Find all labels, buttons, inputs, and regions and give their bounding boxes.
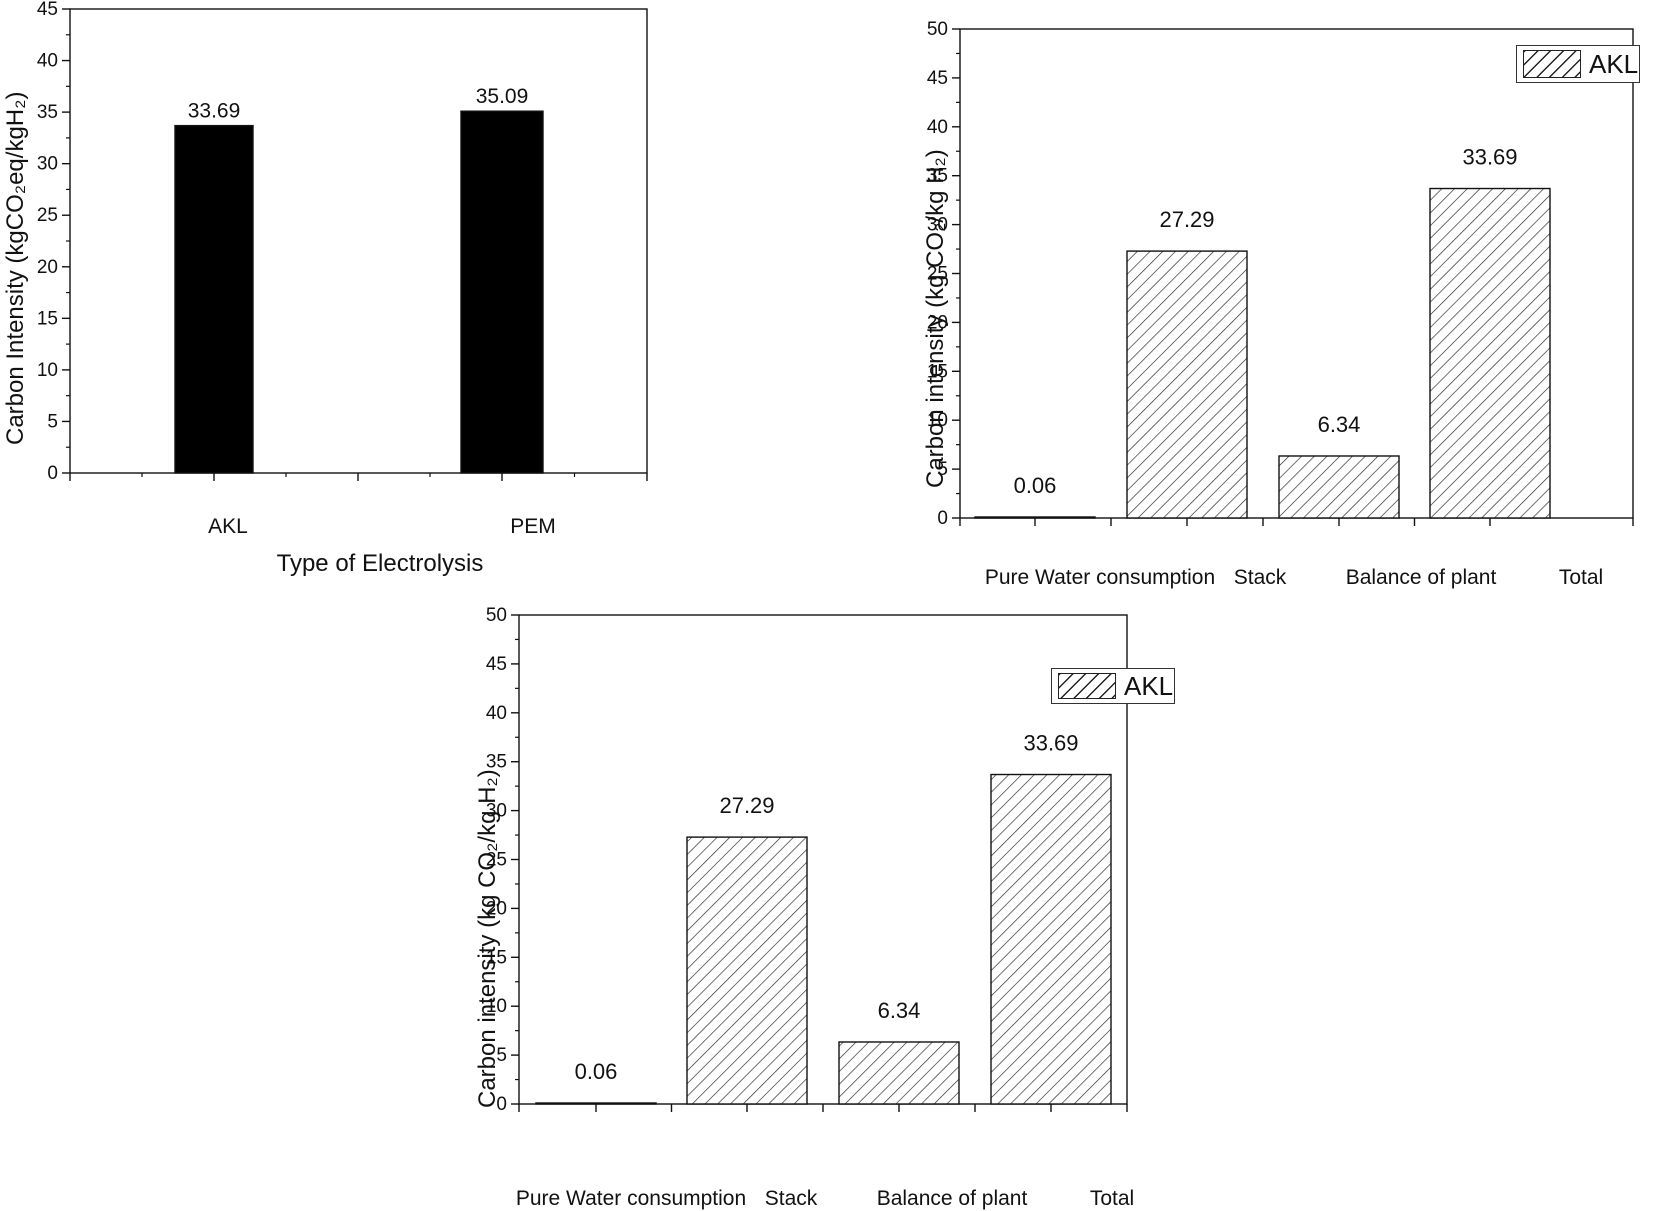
legend-swatch-hatch-icon xyxy=(1523,50,1581,78)
chart-electrolysis-type-plot: 0 5 10 15 20 25 30 35 40 45 33.69 35.09 xyxy=(37,0,648,484)
data-label: 33.69 xyxy=(1462,145,1517,170)
legend: AKL xyxy=(1516,45,1640,83)
y-tick-label: 5 xyxy=(47,411,58,432)
y-tick-label: 50 xyxy=(486,605,507,626)
bar-pure-water-consumption xyxy=(535,1102,657,1105)
y-tick-label: 50 xyxy=(927,19,948,40)
data-label: 6.34 xyxy=(1318,412,1361,437)
legend-label-akl: AKL xyxy=(1124,670,1174,701)
y-tick-label: 25 xyxy=(37,205,58,226)
bar-stack xyxy=(1126,250,1248,519)
y-tick-label: 20 xyxy=(37,257,58,278)
x-tick-label-akl: AKL xyxy=(208,515,248,538)
y-tick-label: 20 xyxy=(486,898,507,919)
data-label: 6.34 xyxy=(878,998,921,1023)
y-tick-label: 30 xyxy=(927,215,948,236)
x-tick-label-total: Total xyxy=(1089,1187,1135,1210)
data-label: 0.06 xyxy=(1014,473,1057,498)
y-tick-label: 25 xyxy=(486,850,507,871)
x-tick-label-stack: Stack xyxy=(1233,566,1287,589)
y-tick-label: 25 xyxy=(927,264,948,285)
y-tick-label: 15 xyxy=(37,308,58,329)
data-label: 0.06 xyxy=(575,1059,618,1084)
x-tick-label-pure-water: Pure Water consumption xyxy=(984,566,1216,589)
y-tick-label: 45 xyxy=(927,68,948,89)
x-tick-label-pure-water: Pure Water consumption xyxy=(515,1187,747,1210)
chart-akl-breakdown-bottom-plot: 0 5 10 15 20 25 30 35 40 45 50 0.06 27.29 6.34 33.69 xyxy=(486,605,1128,1115)
y-tick-label: 35 xyxy=(486,752,507,773)
legend-label-akl: AKL xyxy=(1589,48,1639,79)
chart-electrolysis-type: 0 5 10 15 20 25 30 35 40 45 33.69 35.09 Carbon Inte… xyxy=(0,0,700,580)
y-tick-label: 10 xyxy=(927,410,948,431)
x-tick-label-balance-of-plant: Balance of plant xyxy=(876,1187,1028,1210)
y-axis-label: Carbon intensity (kg CO₂/kg H₂) xyxy=(474,769,501,1108)
legend-swatch-hatch-icon xyxy=(1058,673,1116,699)
y-tick-label: 20 xyxy=(927,312,948,333)
y-tick-label: 35 xyxy=(927,166,948,187)
y-tick-label: 45 xyxy=(37,0,58,20)
y-tick-label: 5 xyxy=(496,1045,507,1066)
y-tick-label: 30 xyxy=(37,154,58,175)
y-tick-label: 5 xyxy=(937,459,948,480)
bar-total xyxy=(990,773,1112,1105)
y-tick-label: 0 xyxy=(47,463,58,484)
chart-akl-breakdown-bottom: 0 5 10 15 20 25 30 35 40 45 50 0.06 27.29 6.34 33.69 C… xyxy=(463,605,1223,1211)
chart-akl-breakdown-top-plot: 0 5 10 15 20 25 30 35 40 45 50 0.06 27.29 6.34 33.69 xyxy=(927,19,1634,529)
data-label: 27.29 xyxy=(1159,207,1214,232)
x-tick-label-total: Total xyxy=(1558,566,1604,589)
x-tick-label-balance-of-plant: Balance of plant xyxy=(1345,566,1497,589)
x-tick-label-pem: PEM xyxy=(510,515,556,538)
data-label: 27.29 xyxy=(719,793,774,818)
bar-pem xyxy=(460,110,544,474)
data-label: 33.69 xyxy=(188,100,241,123)
y-tick-label: 30 xyxy=(486,801,507,822)
y-tick-label: 40 xyxy=(927,117,948,138)
y-tick-label: 15 xyxy=(486,947,507,968)
plot-frame xyxy=(69,8,648,474)
y-tick-label: 0 xyxy=(937,508,948,529)
bar-balance-of-plant xyxy=(838,1041,960,1105)
legend: AKL xyxy=(1051,668,1175,704)
y-tick-label: 45 xyxy=(486,654,507,675)
y-axis-label: Carbon Intensity (kgCO₂eq/kgH₂) xyxy=(2,91,29,445)
y-axis-label: Carbon intensity (kg CO₂/kg H₂) xyxy=(922,149,949,488)
y-tick-label: 15 xyxy=(927,361,948,382)
chart-akl-breakdown-top: 0 5 10 15 20 25 30 35 40 45 50 0.06 27.29 6.34 33.69 C… xyxy=(922,0,1663,600)
x-tick-label-stack: Stack xyxy=(764,1187,818,1210)
bar-akl xyxy=(174,124,254,474)
y-tick-label: 10 xyxy=(37,360,58,381)
bar-total xyxy=(1429,187,1551,519)
data-label: 33.69 xyxy=(1023,731,1078,756)
y-tick-label: 40 xyxy=(37,51,58,72)
bar-pure-water-consumption xyxy=(974,516,1096,519)
bar-stack xyxy=(686,836,808,1105)
y-tick-label: 35 xyxy=(37,102,58,123)
y-tick-label: 40 xyxy=(486,703,507,724)
y-tick-label: 10 xyxy=(486,996,507,1017)
x-axis-label: Type of Electrolysis xyxy=(276,550,484,577)
data-label: 35.09 xyxy=(476,85,529,108)
y-tick-label: 0 xyxy=(496,1094,507,1115)
bar-balance-of-plant xyxy=(1278,455,1400,519)
